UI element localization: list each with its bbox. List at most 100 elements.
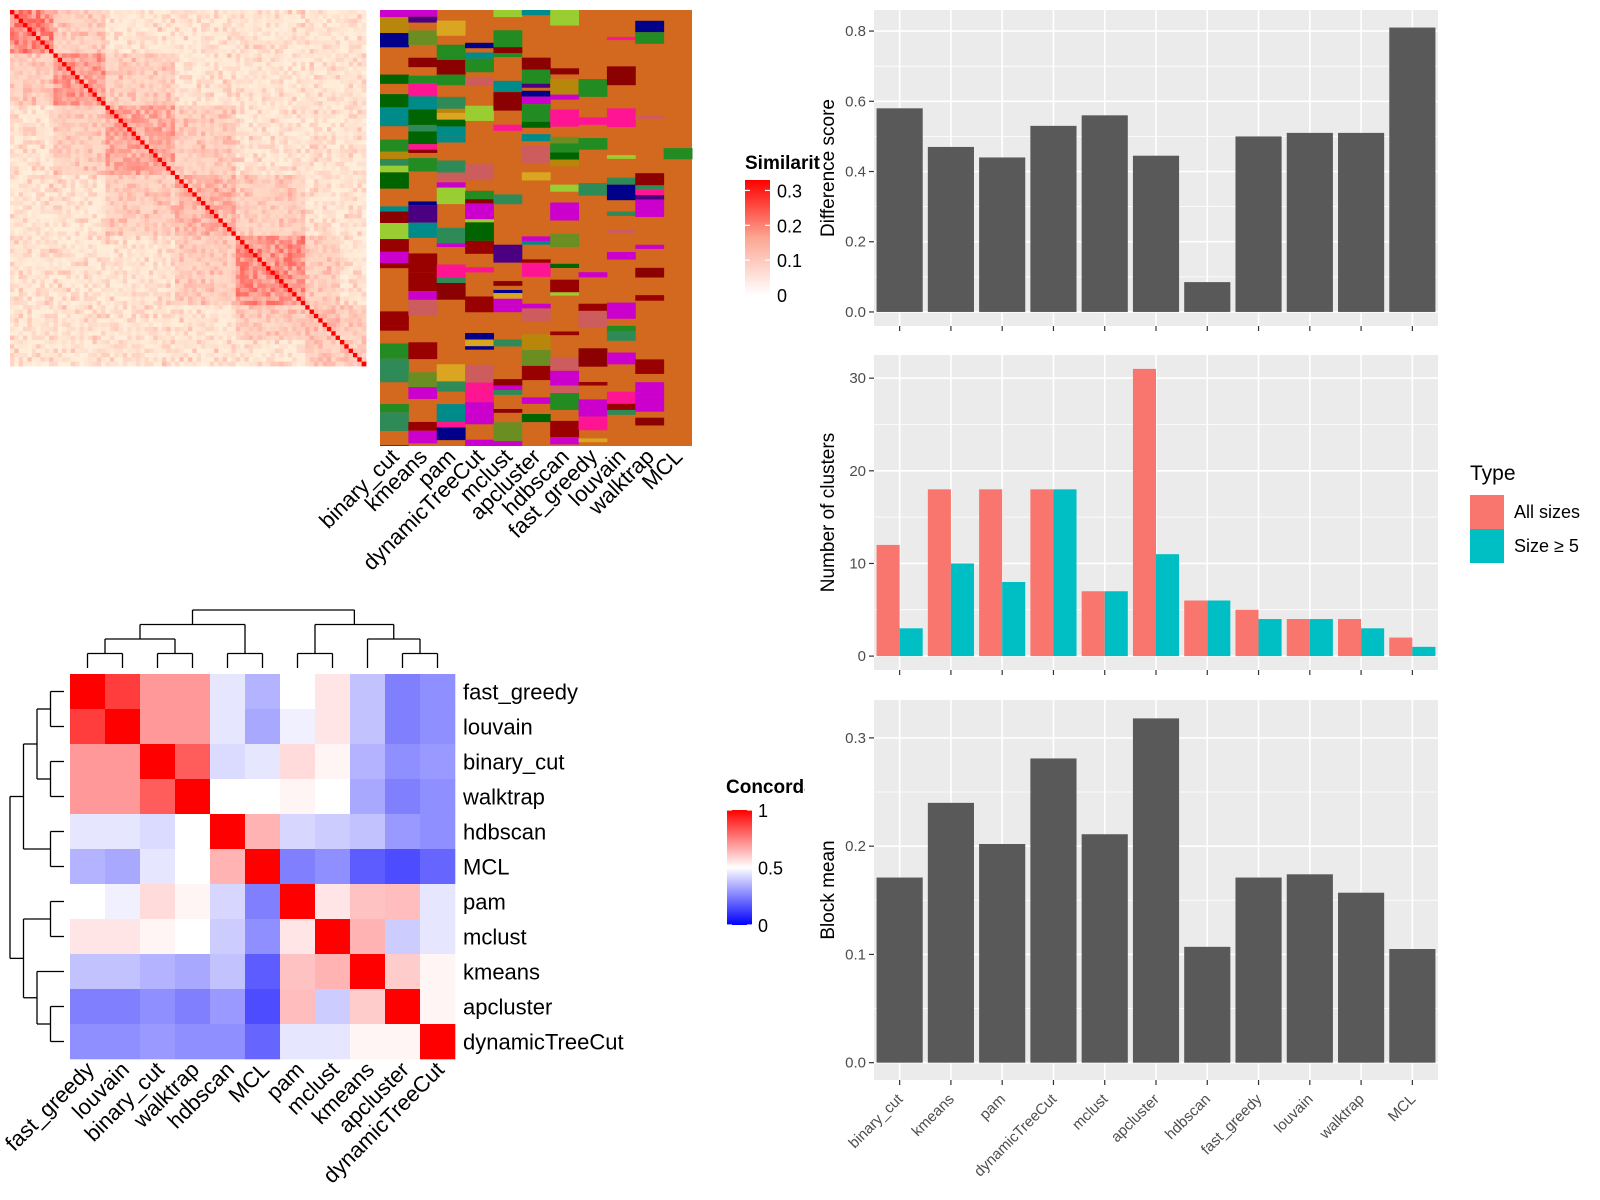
concordance-cell — [280, 954, 316, 990]
concordance-cell — [105, 779, 141, 815]
concordance-row-label: hdbscan — [463, 820, 546, 845]
concordance-cell — [350, 709, 386, 745]
concordance-cell — [175, 779, 211, 815]
bar-fast_greedy-0 — [1235, 609, 1259, 657]
concordance-row-label: fast_greedy — [463, 680, 578, 705]
concordance-cell — [280, 744, 316, 780]
legend-label: Size ≥ 5 — [1514, 536, 1579, 556]
x-tick-label: hdbscan — [1162, 1091, 1214, 1143]
y-tick-label: 0.0 — [845, 1055, 866, 1072]
concordance-cell — [315, 989, 351, 1025]
bar-louvain — [1286, 132, 1333, 312]
concordance-cell — [280, 709, 316, 745]
concordance-cell — [175, 814, 211, 850]
concordance-cell — [420, 779, 456, 815]
concordance-cell — [105, 954, 141, 990]
bar-walktrap — [1338, 132, 1385, 312]
concordance-cell — [245, 709, 281, 745]
concordance-cell — [70, 989, 106, 1025]
bar-mclust — [1081, 834, 1128, 1063]
concordance-cell — [140, 884, 176, 920]
concordance-cell — [70, 779, 106, 815]
bar-hdbscan — [1184, 946, 1231, 1063]
bar-dynamicTreeCut-1 — [1053, 489, 1077, 657]
concordance-cell — [280, 884, 316, 920]
concordance-row-label: kmeans — [463, 960, 540, 985]
bar-dynamicTreeCut — [1030, 125, 1077, 312]
concordance-cell — [210, 849, 246, 885]
concordance-cell — [280, 779, 316, 815]
concordance-cell — [70, 954, 106, 990]
concordance-cell — [385, 674, 421, 710]
concordance-row-label: binary_cut — [463, 750, 565, 775]
bar-MCL — [1389, 27, 1436, 312]
concordance-cell — [140, 989, 176, 1025]
bar-mclust — [1081, 115, 1128, 312]
bar-walktrap-1 — [1361, 628, 1385, 657]
concordance-cell — [140, 954, 176, 990]
similarity-heatmap — [10, 10, 367, 367]
bar-fast_greedy — [1235, 877, 1282, 1063]
concordance-cell — [175, 1024, 211, 1060]
y-tick-label: 20 — [849, 463, 866, 480]
concordance-cell — [210, 884, 246, 920]
bar-apcluster-0 — [1132, 368, 1156, 657]
y-axis-title: Block mean — [818, 840, 839, 939]
bar-mclust-0 — [1081, 591, 1105, 657]
concordance-legend-title: Concordance — [726, 777, 847, 798]
concordance-cell — [175, 954, 211, 990]
bar-binary_cut — [876, 108, 923, 312]
bar-MCL — [1389, 949, 1436, 1063]
concordance-cell — [140, 709, 176, 745]
legend-key — [1470, 495, 1504, 529]
legend-label: All sizes — [1514, 502, 1580, 522]
concordance-row-dendrogram — [9, 690, 64, 1043]
concordance-cell — [245, 814, 281, 850]
concordance-cell — [385, 779, 421, 815]
concordance-cell — [175, 744, 211, 780]
concordance-cell — [280, 989, 316, 1025]
concordance-cell — [70, 919, 106, 955]
concordance-cell — [105, 884, 141, 920]
concordance-cell — [315, 744, 351, 780]
concordance-row-label: mclust — [463, 925, 527, 950]
y-tick-label: 0.4 — [845, 164, 866, 181]
concordance-cell — [245, 779, 281, 815]
bar-fast_greedy — [1235, 136, 1282, 312]
y-tick-label: 0.0 — [845, 304, 866, 321]
concordance-cell — [245, 674, 281, 710]
concordance-row-label: louvain — [463, 715, 533, 740]
concordance-cell — [105, 674, 141, 710]
concordance-cell — [210, 814, 246, 850]
concordance-cell — [70, 849, 106, 885]
bar-walktrap-0 — [1338, 619, 1362, 657]
bar-pam-1 — [1002, 581, 1026, 657]
concordance-cell — [385, 709, 421, 745]
concordance-cell — [105, 814, 141, 850]
concordance-cell — [420, 884, 456, 920]
concordance-cell — [140, 919, 176, 955]
concordance-cell — [70, 744, 106, 780]
concordance-cell — [315, 779, 351, 815]
concordance-cell — [210, 674, 246, 710]
concordance-cell — [245, 884, 281, 920]
concordance-row-label: MCL — [463, 855, 509, 880]
difference-score-chart: 0.0 0.2 0.4 0.6 0.8 Difference score — [818, 10, 1438, 331]
concordance-cell — [140, 1024, 176, 1060]
concordance-cell — [315, 814, 351, 850]
bar-binary_cut — [876, 877, 923, 1063]
legend-key — [1470, 529, 1504, 563]
concordance-cell — [350, 814, 386, 850]
concordance-cell — [280, 674, 316, 710]
bar-mclust-1 — [1104, 591, 1128, 657]
y-tick-label: 0.8 — [845, 23, 866, 40]
bar-MCL-0 — [1389, 637, 1413, 657]
concordance-cell — [140, 744, 176, 780]
concordance-cell — [105, 709, 141, 745]
bar-kmeans — [927, 146, 974, 312]
y-tick-label: 0.6 — [845, 93, 866, 110]
concordance-cell — [315, 674, 351, 710]
concordance-cell — [420, 814, 456, 850]
x-tick-label: MCL — [1385, 1091, 1419, 1125]
